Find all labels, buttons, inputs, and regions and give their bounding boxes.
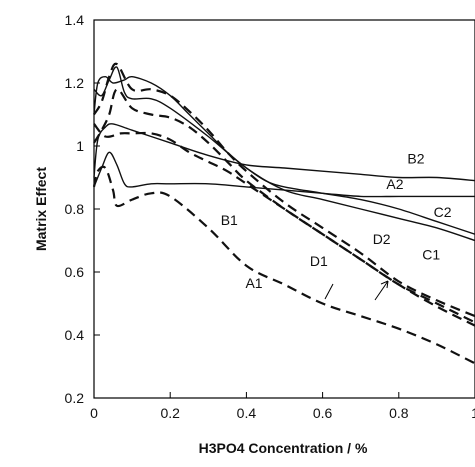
x-tick-label: 0.4	[237, 405, 257, 421]
series-a2-line	[93, 151, 475, 198]
x-axis-title: H3PO4 Concentration / %	[199, 440, 368, 456]
series-d1-line	[93, 123, 475, 327]
d2-pointer-arrowhead	[380, 280, 389, 289]
curves	[92, 62, 475, 365]
series-d2-label: D2	[373, 231, 391, 247]
x-tick-label: 0	[90, 405, 98, 421]
series-c1-line	[93, 62, 475, 318]
series-b1-line	[93, 88, 475, 324]
y-tick-label: 0.8	[65, 201, 85, 217]
x-tick-label: 0.6	[313, 405, 333, 421]
y-tick-label: 0.6	[65, 264, 85, 280]
series-a1-line	[92, 165, 475, 365]
series-a1-label: A1	[245, 275, 262, 291]
x-tick-label: 1	[471, 405, 475, 421]
y-axis: 0.2 0.4 0.6 0.8 1 1.2 1.4	[65, 12, 100, 406]
x-tick-label: 0.2	[160, 405, 180, 421]
y-tick-label: 1.4	[65, 12, 85, 28]
d2-pointer-line	[374, 280, 389, 301]
y-tick-label: 0.2	[65, 390, 85, 406]
series-b2-label: B2	[407, 151, 424, 167]
y-tick-label: 1.2	[65, 75, 85, 91]
d1-pointer-line	[324, 283, 334, 300]
series-d1-label: D1	[310, 253, 328, 269]
series-c2-label: C2	[434, 204, 452, 220]
x-axis: 0 0.2 0.4 0.6 0.8 1	[90, 392, 475, 421]
y-tick-label: 0.4	[65, 327, 85, 343]
series-a2-label: A2	[386, 176, 403, 192]
y-tick-label: 1	[76, 138, 84, 154]
x-tick-label: 0.8	[389, 405, 409, 421]
series-b1-label: B1	[221, 212, 238, 228]
series-c2-line	[93, 75, 475, 235]
y-axis-title: Matrix Effect	[33, 167, 49, 251]
series-b2-line	[93, 123, 475, 182]
series-c1-label: C1	[422, 247, 440, 263]
series-d2-line	[93, 66, 475, 242]
label-pointers	[324, 280, 389, 301]
